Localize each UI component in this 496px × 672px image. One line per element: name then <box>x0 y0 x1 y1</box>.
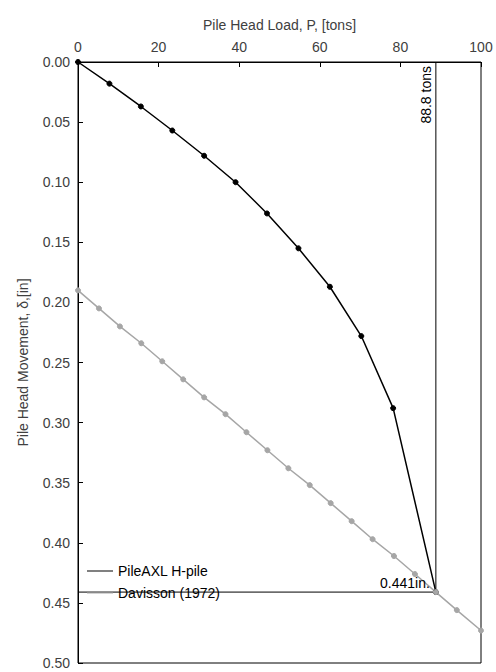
svg-text:0.35: 0.35 <box>43 475 70 491</box>
svg-text:40: 40 <box>231 39 247 55</box>
svg-text:100: 100 <box>469 39 493 55</box>
svg-text:Pile Head Movement, δ,[in]: Pile Head Movement, δ,[in] <box>15 278 31 446</box>
svg-text:88.8 tons: 88.8 tons <box>418 66 434 124</box>
svg-text:0.50: 0.50 <box>43 655 70 671</box>
svg-text:0.25: 0.25 <box>43 355 70 371</box>
svg-text:0.20: 0.20 <box>43 294 70 310</box>
svg-text:0.10: 0.10 <box>43 174 70 190</box>
svg-text:0.441in.: 0.441in. <box>380 575 430 591</box>
svg-text:0.30: 0.30 <box>43 415 70 431</box>
svg-text:Pile Head Load, P, [tons]: Pile Head Load, P, [tons] <box>203 17 356 33</box>
svg-text:60: 60 <box>312 39 328 55</box>
svg-text:0.05: 0.05 <box>43 114 70 130</box>
svg-text:20: 20 <box>151 39 167 55</box>
svg-text:0.40: 0.40 <box>43 535 70 551</box>
svg-text:0: 0 <box>74 39 82 55</box>
svg-text:0.00: 0.00 <box>43 54 70 70</box>
svg-text:PileAXL H-pile: PileAXL H-pile <box>118 563 208 579</box>
svg-text:0.15: 0.15 <box>43 234 70 250</box>
svg-text:0.45: 0.45 <box>43 595 70 611</box>
svg-text:80: 80 <box>393 39 409 55</box>
svg-text:Davisson (1972): Davisson (1972) <box>118 585 220 601</box>
